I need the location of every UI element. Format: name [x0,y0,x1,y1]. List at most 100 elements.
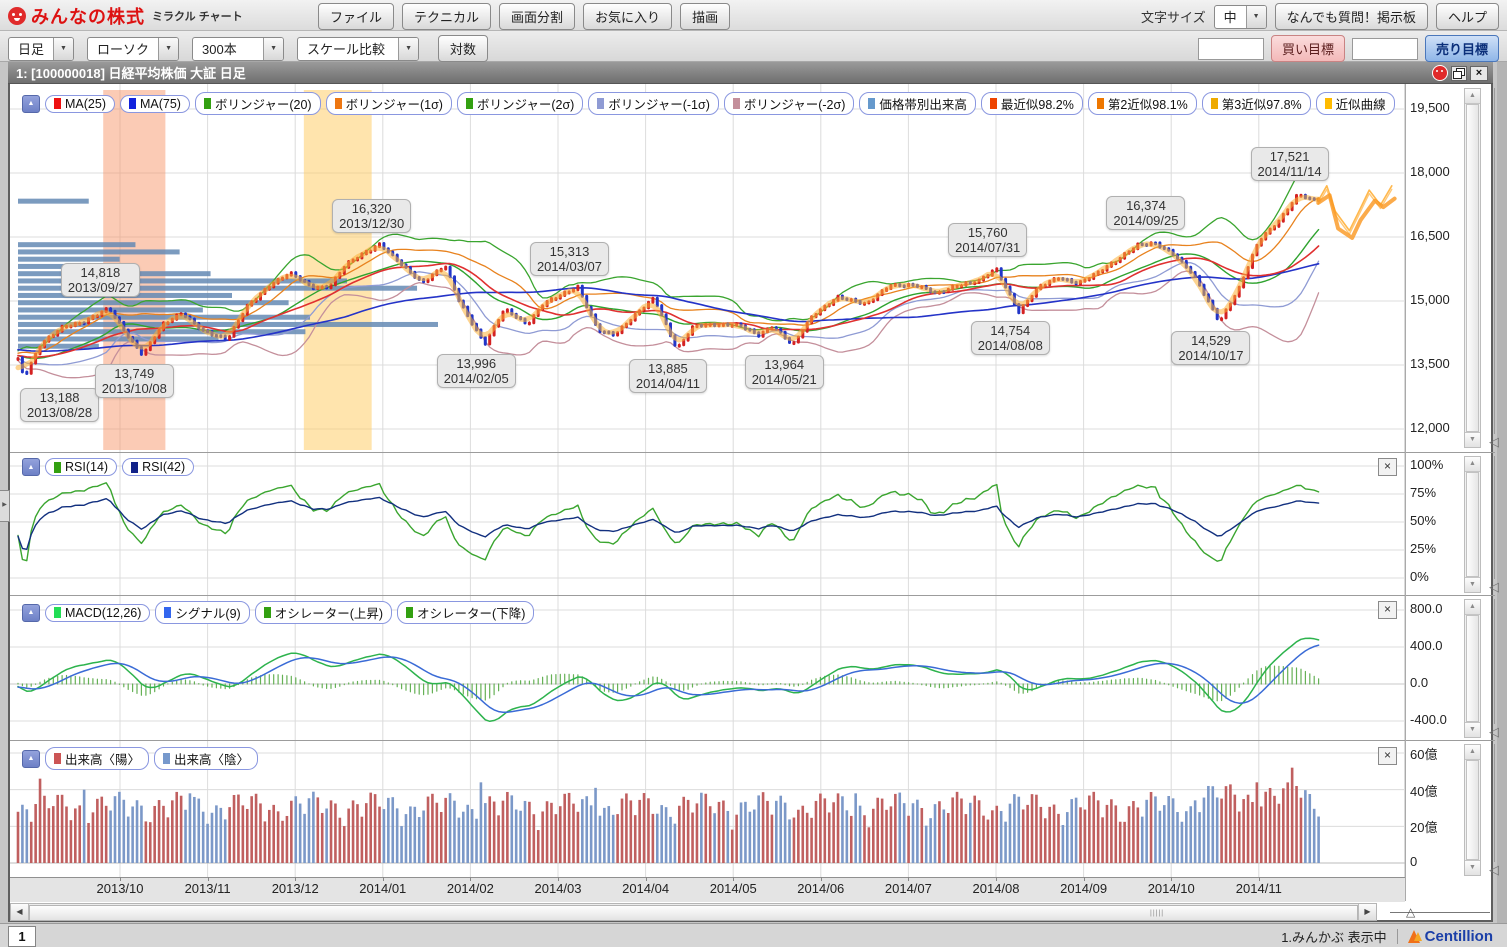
scroll-down-icon[interactable] [1465,577,1480,592]
menu-button-3[interactable]: お気に入り [583,3,673,30]
main-panel-scrollbar[interactable] [1464,88,1481,448]
scroll-down-icon[interactable] [1465,432,1480,447]
chevron-down-icon[interactable] [398,37,419,60]
color-swatch-icon [131,461,139,473]
triangle-left-icon[interactable] [1489,434,1499,450]
window-titlebar[interactable]: 1: [100000018] 日経平均株価 大証 日足 [8,62,1493,84]
panel-separator[interactable] [10,452,1495,453]
scroll-up-icon[interactable] [1465,457,1480,472]
sell-target-input[interactable] [1351,37,1418,60]
macd-indicator-chip-1[interactable]: シグナル(9) [155,601,250,624]
collapse-arrow-icon[interactable] [22,94,40,113]
annotation-date: 2014/11/14 [1257,164,1322,180]
rsi-indicator-chip-1[interactable]: RSI(42) [122,458,195,476]
macd-indicator-chip-2[interactable]: オシレーター(上昇) [254,601,393,624]
triangle-left-icon[interactable] [1489,579,1499,595]
triangle-left-icon[interactable] [1489,724,1499,740]
chevron-down-icon[interactable] [53,37,74,60]
macd-indicator-chip-3[interactable]: オシレーター(下降) [397,601,535,624]
collapse-arrow-icon[interactable] [22,458,40,476]
horizontal-scrollbar[interactable] [10,903,1377,921]
volume-panel-splitter[interactable] [1489,744,1501,876]
buy-target-input[interactable] [1197,37,1264,60]
page-tab[interactable]: 1 [8,926,36,947]
annotation-date: 2014/07/31 [955,239,1021,255]
triangle-left-icon[interactable] [1489,862,1499,878]
x-axis-row [10,877,1405,902]
main-indicator-chip-5[interactable]: ボリンジャー(-1σ) [588,92,719,115]
price-annotation: 13,996 2014/02/05 [436,353,516,388]
volume-indicator-chip-0[interactable]: 出来高〈陽〉 [45,747,150,770]
scrollbar-thumb[interactable] [1466,104,1479,432]
scroll-up-icon[interactable] [1465,89,1480,104]
y-axis-label: 400.0 [1410,638,1443,653]
macd-panel-scrollbar[interactable] [1464,599,1481,738]
close-window-icon[interactable] [1470,65,1488,81]
rsi-indicator-chip-0[interactable]: RSI(14) [45,458,118,476]
buy-target-button[interactable]: 買い目標 [1270,35,1345,62]
restore-window-icon[interactable] [1451,65,1467,81]
bar-count-select[interactable]: 300本 [192,36,285,61]
left-panel-expand-tab[interactable] [0,490,10,522]
x-axis-label: 2014/04 [622,881,670,896]
chevron-down-icon[interactable] [263,37,284,60]
collapse-arrow-icon[interactable] [22,749,40,768]
hscroll-thumb[interactable] [29,905,1358,921]
menu-button-4[interactable]: 描画 [680,3,731,30]
rsi-panel-close-icon[interactable] [1378,458,1397,476]
collapse-arrow-icon[interactable] [22,603,40,622]
main-indicator-chip-8[interactable]: 最近似98.2% [980,92,1083,115]
scrollbar-thumb[interactable] [1466,760,1479,860]
font-size-select[interactable]: 中 [1213,4,1267,29]
volume-indicator-chip-1[interactable]: 出来高〈陰〉 [154,747,259,770]
chart-style-select[interactable]: ローソク [87,36,180,61]
main-indicator-chip-9[interactable]: 第2近似98.1% [1087,92,1197,115]
sell-target-button[interactable]: 売り目標 [1424,35,1499,62]
scroll-right-icon[interactable] [1358,904,1376,920]
main-indicator-chip-7[interactable]: 価格帯別出来高 [859,92,976,115]
qa-board-button[interactable]: なんでも質問！掲示板 [1274,3,1428,30]
scale-compare-select[interactable]: スケール比較 [297,36,420,61]
main-indicator-chip-2[interactable]: ボリンジャー(20) [194,92,321,115]
scroll-up-icon[interactable] [1465,600,1480,615]
menu-button-1[interactable]: テクニカル [402,3,492,30]
slider-handle-icon[interactable] [1406,905,1415,919]
color-swatch-icon [54,461,61,473]
chevron-down-icon[interactable] [1245,5,1266,28]
scrollbar-thumb[interactable] [1466,615,1479,722]
main-indicator-chip-10[interactable]: 第3近似97.8% [1201,92,1311,115]
scroll-down-icon[interactable] [1465,860,1480,875]
scroll-up-icon[interactable] [1465,745,1480,760]
minkabu-face-icon[interactable] [1432,65,1448,81]
macd-indicator-chip-0[interactable]: MACD(12,26) [45,603,151,622]
zoom-slider[interactable] [1388,903,1492,921]
main-indicator-chip-3[interactable]: ボリンジャー(1σ) [325,92,452,115]
help-button[interactable]: ヘルプ [1435,3,1499,30]
panel-separator[interactable] [10,595,1495,596]
price-annotation: 16,374 2014/09/25 [1106,196,1186,231]
chevron-down-icon[interactable] [158,37,179,60]
menu-button-0[interactable]: ファイル [318,3,395,30]
main-indicator-chip-4[interactable]: ボリンジャー(2σ) [456,92,584,115]
macd-panel-splitter[interactable] [1489,599,1501,738]
panel-separator[interactable] [10,740,1495,741]
main-panel-splitter[interactable] [1489,88,1501,448]
rsi-panel-scrollbar[interactable] [1464,456,1481,593]
main-indicator-chip-6[interactable]: ボリンジャー(-2σ) [723,92,855,115]
log-scale-button[interactable]: 対数 [438,35,489,62]
volume-panel-scrollbar[interactable] [1464,744,1481,876]
scroll-left-icon[interactable] [11,904,29,920]
main-indicator-chip-0[interactable]: MA(25) [45,94,115,113]
macd-panel-close-icon[interactable] [1378,601,1397,619]
scroll-down-icon[interactable] [1465,722,1480,737]
volume-panel-close-icon[interactable] [1378,747,1397,765]
main-indicator-chip-1[interactable]: MA(75) [119,94,190,113]
chip-label: ボリンジャー(-1σ) [608,98,710,112]
period-select[interactable]: 日足 [8,36,75,61]
main-indicator-chip-11[interactable]: 近似曲線 [1315,92,1395,115]
menu-button-2[interactable]: 画面分割 [499,3,576,30]
rsi-panel-splitter[interactable] [1489,456,1501,593]
y-axis-label: 0 [1410,854,1418,869]
x-axis-tick [295,877,297,881]
price-annotation: 17,521 2014/11/14 [1250,147,1329,182]
